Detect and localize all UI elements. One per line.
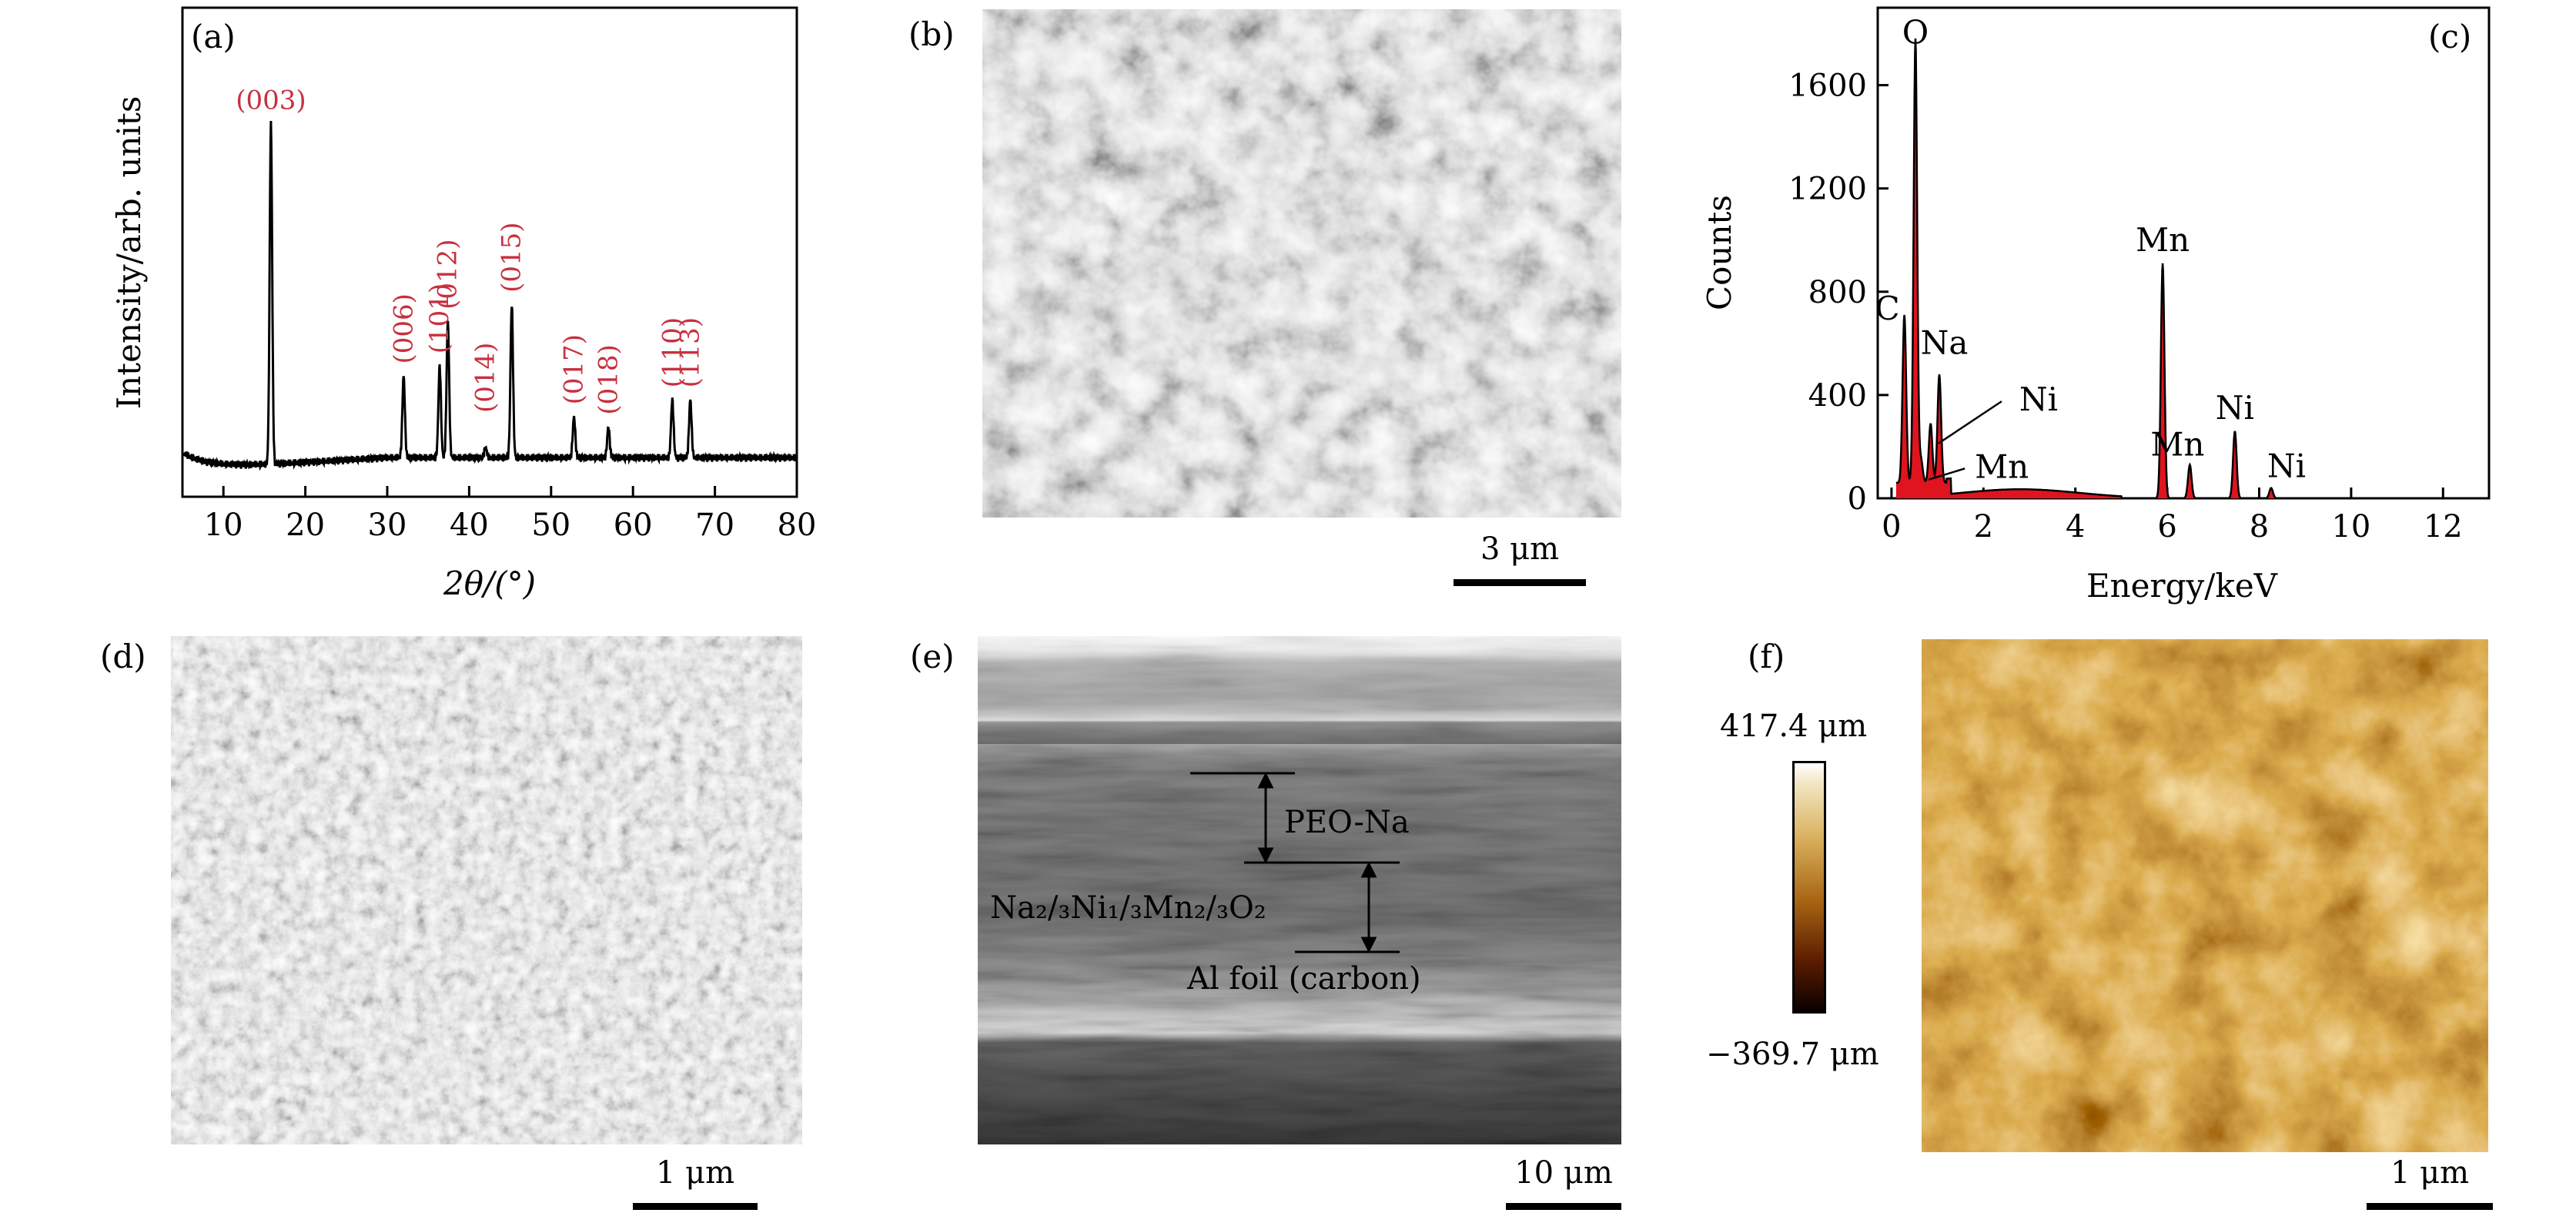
thickness-arrow-cathode xyxy=(1360,861,1377,953)
panel-b-label: (b) xyxy=(908,15,955,53)
scale-label-f: 1 μm xyxy=(2390,1155,2470,1191)
eds-y-tick-label: 1600 xyxy=(1788,69,1867,104)
xrd-x-tick-label: 50 xyxy=(531,508,570,543)
xrd-peak-label: (006) xyxy=(388,293,419,364)
scale-bar-f xyxy=(2367,1203,2493,1210)
layer-label-cathode: Na₂/₃Ni₁/₃Mn₂/₃O₂ xyxy=(990,890,1266,926)
thickness-arrow-peo xyxy=(1257,772,1274,864)
panel-e-label: (e) xyxy=(910,638,955,675)
eds-y-tick-label: 800 xyxy=(1808,275,1867,310)
colorbar-min-label: −369.7 μm xyxy=(1706,1037,1879,1072)
eds-leader-line xyxy=(1928,467,1965,481)
panel-c: 0 2 4 6 8 10 12 0 400 800 1200 1600 C O Mn Ni Na Mn Mn Ni N… xyxy=(1678,0,2576,616)
layer-label-peo: PEO-Na xyxy=(1284,805,1410,840)
sem-image-e: PEO-Na Na₂/₃Ni₁/₃Mn₂/₃O₂ Al foil (carbon… xyxy=(978,636,1621,1144)
sem-texture-b xyxy=(982,9,1621,518)
scale-label-d: 1 μm xyxy=(655,1155,735,1191)
xrd-x-tick-label: 10 xyxy=(204,508,243,543)
eds-x-tick-label: 0 xyxy=(1882,509,1901,545)
xrd-chart: 10 20 30 40 50 60 70 80 (003) (006) (101)(012) (01… xyxy=(110,6,817,602)
sem-image-b xyxy=(982,9,1621,518)
xrd-x-tick-label: 70 xyxy=(695,508,734,543)
sem-image-d xyxy=(171,636,802,1144)
xrd-panel-label: (a) xyxy=(191,18,236,55)
afm-colorbar xyxy=(1792,761,1826,1014)
sem-texture-d xyxy=(171,636,802,1144)
scale-label-e: 10 μm xyxy=(1514,1155,1613,1191)
layer-label-al-foil: Al foil (carbon) xyxy=(1186,961,1421,997)
xrd-peak-label: (101) xyxy=(424,283,455,354)
xrd-peak-label: (003) xyxy=(236,85,306,116)
eds-panel-label: (c) xyxy=(2428,18,2471,55)
colorbar-max-label: 417.4 μm xyxy=(1720,709,1868,744)
eds-peak-label: Mn xyxy=(1975,447,2029,485)
eds-chart: 0 2 4 6 8 10 12 0 400 800 1200 1600 C O Mn Ni Na Mn Mn Ni N… xyxy=(1701,6,2491,605)
eds-x-tick-label: 2 xyxy=(1974,509,1993,545)
panel-a: 10 20 30 40 50 60 70 80 (003) (006) (101) (012) (01… xyxy=(0,0,847,608)
eds-y-axis-title: Counts xyxy=(1701,195,1738,310)
eds-y-tick-label: 1200 xyxy=(1788,172,1867,207)
scale-bar-d xyxy=(633,1203,758,1210)
sem-texture-e: PEO-Na Na₂/₃Ni₁/₃Mn₂/₃O₂ Al foil (carbon… xyxy=(978,636,1621,1144)
xrd-pattern-line xyxy=(182,120,798,471)
panel-d-label: (d) xyxy=(100,638,146,675)
eds-spectrum-line xyxy=(1895,38,2489,500)
panel-f-label: (f) xyxy=(1748,638,1785,675)
eds-peak-label: Ni xyxy=(2019,380,2058,418)
eds-peak-label: O xyxy=(1902,13,1929,51)
eds-x-tick-label: 12 xyxy=(2424,509,2463,545)
eds-peak-label: Na xyxy=(1921,323,1969,361)
xrd-x-tick-label: 20 xyxy=(286,508,325,543)
xrd-plot-frame xyxy=(181,6,798,498)
eds-peak-label: Ni xyxy=(2216,389,2254,427)
xrd-peak-label: (014) xyxy=(470,343,501,413)
scale-bar-b xyxy=(1454,579,1586,586)
xrd-peak-label: (015) xyxy=(497,222,527,292)
xrd-x-tick-label: 30 xyxy=(368,508,407,543)
eds-peak-label: C xyxy=(1875,290,1900,327)
eds-x-axis-title: Energy/keV xyxy=(2086,567,2278,605)
eds-x-tick-label: 10 xyxy=(2331,509,2370,545)
xrd-peak-label: (017) xyxy=(559,334,590,404)
scale-bar-e xyxy=(1506,1203,1621,1210)
eds-y-tick-label: 0 xyxy=(1848,481,1867,517)
eds-leader-line xyxy=(1937,400,2002,444)
eds-peak-label: Ni xyxy=(2267,447,2306,485)
xrd-x-axis-title: 2θ/(°) xyxy=(443,565,536,602)
eds-x-tick-label: 4 xyxy=(2066,509,2085,545)
xrd-y-axis-title: Intensity/arb. units xyxy=(110,96,148,410)
afm-texture-f xyxy=(1922,639,2488,1152)
xrd-x-tick-label: 60 xyxy=(614,508,653,543)
eds-x-tick-label: 6 xyxy=(2157,509,2176,545)
xrd-peak-label: (012) xyxy=(433,239,463,309)
xrd-peak-label: (018) xyxy=(593,344,624,414)
xrd-peak-label: (110) xyxy=(657,317,687,387)
afm-image-f xyxy=(1922,639,2488,1152)
eds-y-tick-label: 400 xyxy=(1808,378,1867,414)
xrd-x-tick-label: 80 xyxy=(778,508,817,543)
xrd-x-tick-label: 40 xyxy=(450,508,489,543)
xrd-peak-label: (113) xyxy=(675,317,706,387)
eds-peak-label: Mn xyxy=(2136,221,2190,259)
eds-x-tick-label: 8 xyxy=(2250,509,2269,545)
scale-label-b: 3 μm xyxy=(1480,531,1560,567)
eds-peak-label: Mn xyxy=(2150,425,2204,463)
